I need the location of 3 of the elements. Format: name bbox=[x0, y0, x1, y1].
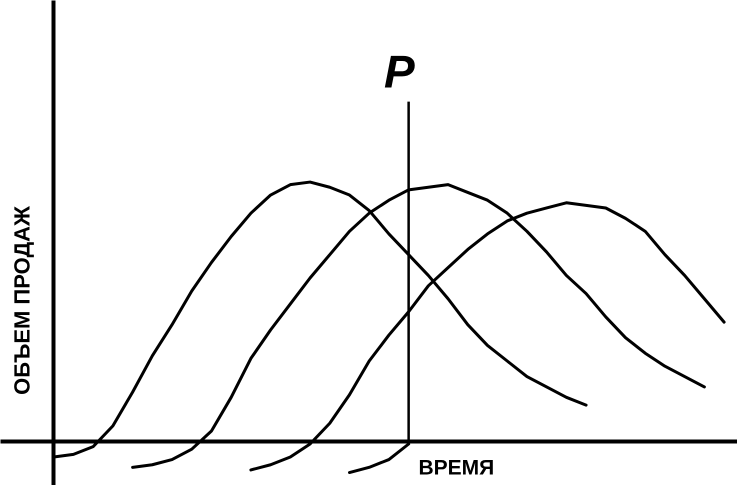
x-axis-title: ВРЕМЯ bbox=[418, 456, 494, 480]
text: P bbox=[384, 46, 415, 98]
y-axis-title: ОБЪЕМ ПРОДАЖ bbox=[10, 206, 34, 395]
